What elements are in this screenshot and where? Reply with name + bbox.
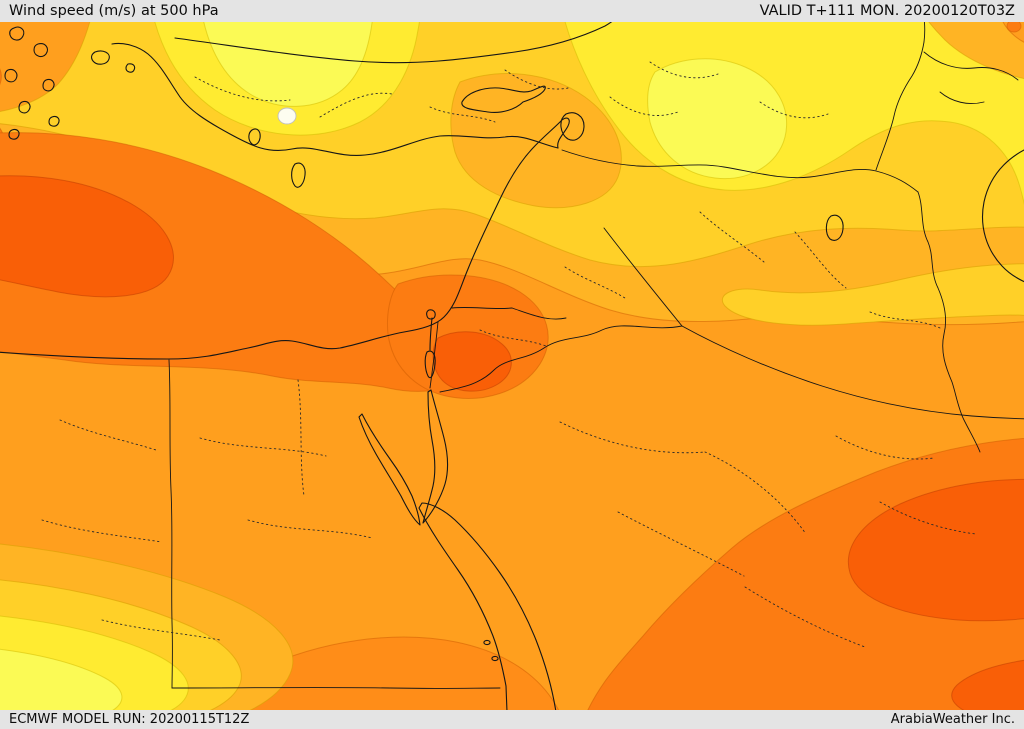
dotted-boundary [319,92,393,118]
country-borders [168,22,1024,689]
wind-speed-map [0,22,1024,710]
island-aegean [4,69,18,83]
border-caucasus [923,51,1019,81]
dotted-boundary [504,69,569,90]
island-aegean [18,101,31,114]
dotted-boundary [479,329,547,347]
sea-of-marmara [90,50,110,65]
dotted-boundary [59,419,157,451]
footer-bar: ECMWF MODEL RUN: 20200115T12Z ArabiaWeat… [0,710,1024,729]
dead-sea [424,350,436,379]
border-syria-jordan [511,307,567,320]
contour-fills [0,22,1024,710]
contour-region-top-left-orange [0,22,91,112]
contour-region-red-core-southeast [848,478,1024,622]
sea-of-galilee [426,309,436,320]
border-syria-iraq [603,227,683,327]
dotted-boundary [41,519,163,543]
dotted-boundary [101,619,221,641]
border-iraq-saudi [681,325,1024,420]
dotted-boundary [744,586,866,648]
coastline-black-sea [174,22,613,64]
contour-region-bright-yellow-west [203,22,373,107]
dotted-boundary [704,451,807,535]
dotted-boundary [247,519,373,539]
gulf-of-suez [358,413,421,526]
contour-region-bottomleft-bright [0,648,123,710]
island-aegean [9,26,25,41]
jordan-river [429,317,433,351]
lake-urmia [825,214,844,241]
coastline-turkey-south-west [111,42,559,156]
coastline-north-africa-levant [0,117,570,360]
border-caucasus [939,91,985,104]
border-syria-jordan [451,306,513,310]
island-aegean [48,115,60,127]
island-aegean [42,79,55,92]
dotted-boundary [564,266,626,299]
dotted-boundary [617,511,745,577]
border-turkey-syria-iraq [561,149,919,193]
dotted-boundary [194,76,291,102]
valid-time-label: VALID T+111 MON. 20200120T03Z [759,3,1015,19]
border-egypt-sudan [171,687,501,689]
red-sea [418,502,557,710]
contour-region-red-corner-southeast [951,659,1024,710]
lake-van [560,112,585,141]
contour-region-white-core [277,107,297,125]
border-iraq-iran [917,191,981,453]
island-aegean [8,128,20,140]
dotted-boundary [609,96,679,116]
lake-iznik [125,63,136,73]
dotted-boundary [835,435,935,460]
admin-boundaries [41,61,977,648]
contour-region-top-right-deep-dot [1006,22,1022,33]
contour-region-red-core-levant [432,331,512,392]
border-egypt-libya [168,359,173,689]
contour-region-top-right-light [928,22,1024,80]
model-run-label: ECMWF MODEL RUN: 20200115T12Z [9,712,250,727]
coastlines [0,22,1024,710]
contour-region-bright-yellow-east [647,58,787,180]
island-cyprus [461,85,546,113]
dotted-boundary [199,437,327,457]
contour-region-top-left-deep-1 [0,68,2,86]
lake-tuz [291,162,306,188]
border-turkey-east [875,22,926,171]
attribution-label: ArabiaWeather Inc. [890,712,1015,727]
gulf-of-aqaba [422,389,449,524]
border-israel-egypt [429,321,439,389]
contour-region-red-core-west [0,175,174,298]
island-aegean [33,43,48,58]
lake-beysehir [248,128,261,146]
dotted-boundary [297,379,305,497]
island-red-sea [491,655,499,662]
border-jordan-saudi [439,325,683,393]
island-red-sea [483,639,491,646]
dotted-boundary [879,501,977,535]
dotted-boundary [429,106,496,123]
dotted-boundary [559,421,706,454]
coastline-caspian [981,149,1024,283]
map-canvas [0,22,1024,710]
map-title: Wind speed (m/s) at 500 hPa [9,3,219,19]
contour-region-amber-band-right [722,263,1024,326]
dotted-boundary [869,311,941,329]
header-bar: Wind speed (m/s) at 500 hPa VALID T+111 … [0,0,1024,22]
